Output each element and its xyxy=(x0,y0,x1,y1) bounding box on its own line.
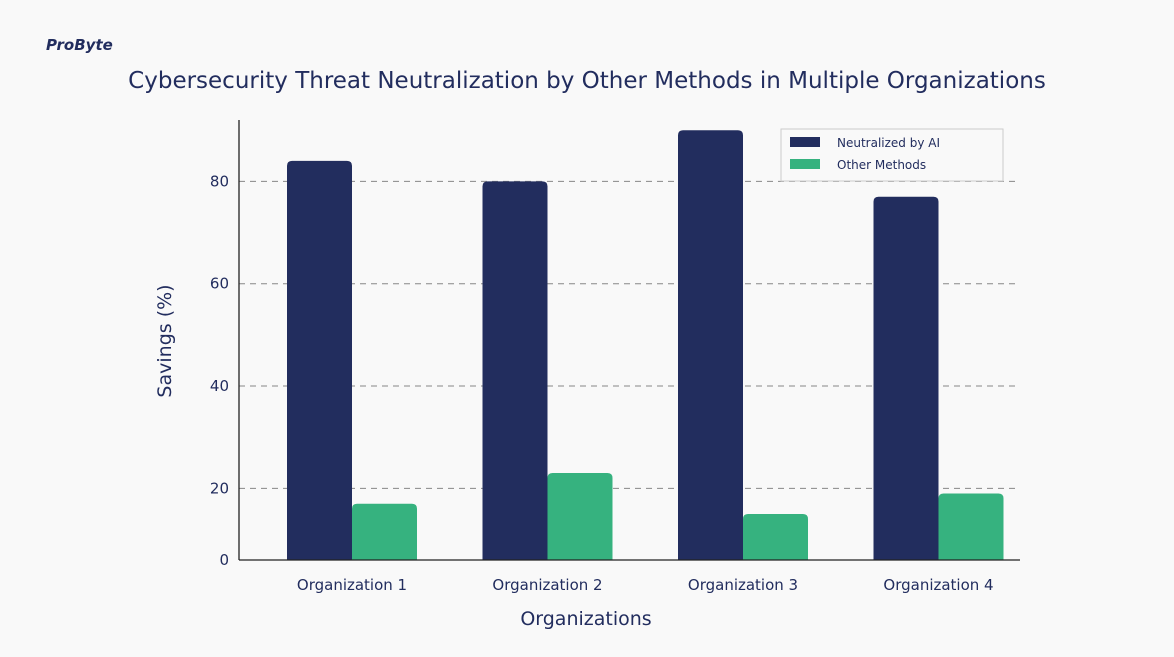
x-tick-label: Organization 2 xyxy=(492,576,602,594)
legend-swatch xyxy=(790,159,820,169)
probyte-logo: ProByte xyxy=(46,36,113,54)
x-axis-label: Organizations xyxy=(520,608,651,630)
chart-title: Cybersecurity Threat Neutralization by O… xyxy=(128,68,1046,94)
bar-other-1 xyxy=(352,503,417,560)
legend-swatch xyxy=(790,137,820,147)
y-tick-label: 0 xyxy=(219,551,229,569)
x-tick-label: Organization 1 xyxy=(297,576,407,594)
bar-ai-4 xyxy=(873,196,939,560)
x-tick-label: Organization 3 xyxy=(688,576,798,594)
y-tick-label: 80 xyxy=(210,172,229,190)
y-tick-label: 20 xyxy=(210,479,229,497)
bar-ai-2 xyxy=(482,181,548,560)
bar-other-3 xyxy=(743,513,808,560)
y-tick-label: 60 xyxy=(210,275,229,293)
legend-box xyxy=(780,128,1004,182)
bar-ai-3 xyxy=(678,130,743,561)
x-tick-label: Organization 4 xyxy=(883,576,993,594)
bar-ai-1 xyxy=(287,160,352,560)
bar-other-2 xyxy=(547,473,613,560)
y-axis-label: Savings (%) xyxy=(154,284,176,397)
y-tick-label: 40 xyxy=(210,377,229,395)
legend-label: Other Methods xyxy=(837,158,926,172)
legend-label: Neutralized by AI xyxy=(837,136,940,150)
bar-other-4 xyxy=(938,493,1004,560)
